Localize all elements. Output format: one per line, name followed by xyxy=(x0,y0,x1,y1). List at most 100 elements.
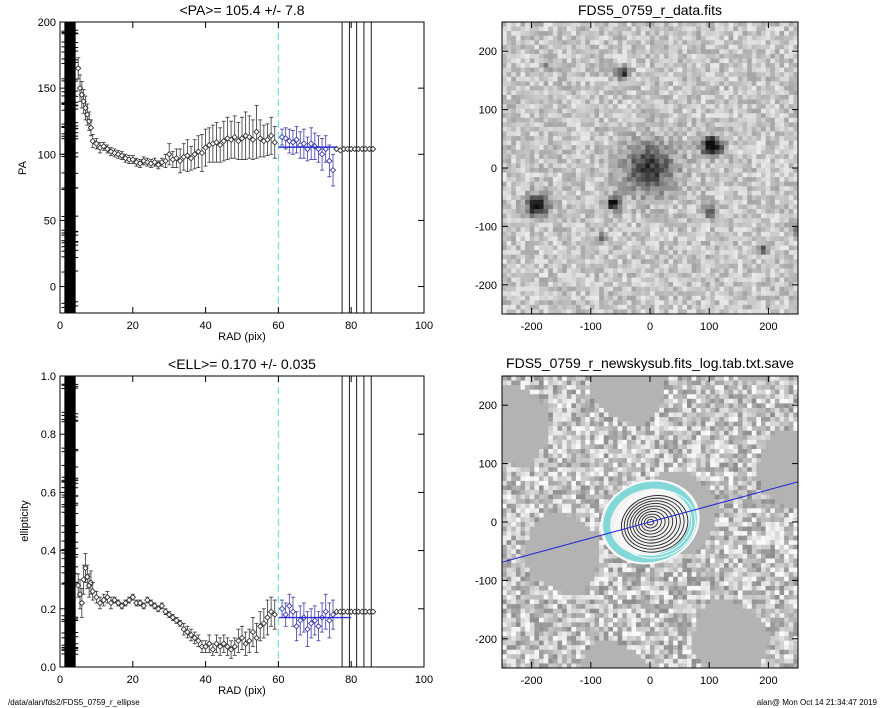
image-pixel xyxy=(687,282,692,287)
pa-point xyxy=(242,132,249,139)
image-pixel xyxy=(645,172,651,178)
image-pixel xyxy=(700,186,706,192)
image-pixel xyxy=(742,131,748,137)
image-pixel xyxy=(696,186,702,192)
image-pixel xyxy=(784,117,790,123)
image-pixel xyxy=(677,22,683,27)
image-pixel xyxy=(659,263,665,269)
image-pixel xyxy=(650,95,655,100)
pa-point xyxy=(187,155,195,162)
image-pixel xyxy=(571,199,577,205)
image-pixel xyxy=(682,35,688,41)
image-pixel xyxy=(589,209,595,214)
image-pixel xyxy=(636,300,642,306)
image-pixel xyxy=(543,31,549,36)
ell-inner-band-stroke xyxy=(61,618,79,621)
image-pixel xyxy=(525,154,531,160)
image-pixel xyxy=(770,113,776,119)
image-pixel xyxy=(626,85,632,91)
image-pixel xyxy=(733,53,739,59)
image-pixel xyxy=(608,117,614,123)
image-pixel xyxy=(566,85,572,91)
image-pixel xyxy=(761,53,766,59)
image-pixel xyxy=(645,149,651,155)
image-pixel xyxy=(626,63,632,68)
image-pixel xyxy=(622,53,628,59)
image-pixel xyxy=(761,172,766,178)
image-pixel xyxy=(710,145,716,151)
image-pixel xyxy=(506,250,512,255)
image-pixel xyxy=(793,263,798,269)
image-pixel xyxy=(502,35,507,41)
image-pixel xyxy=(774,300,780,306)
image-pixel xyxy=(770,154,776,160)
image-pixel xyxy=(603,241,609,246)
image-pixel xyxy=(724,40,729,46)
image-pixel xyxy=(566,300,572,306)
image-pixel xyxy=(608,254,614,260)
image-pixel xyxy=(770,108,776,114)
image-pixel xyxy=(539,218,544,224)
image-pixel xyxy=(696,72,702,78)
image-pixel xyxy=(774,172,780,178)
image-pixel xyxy=(571,227,577,233)
image-pixel xyxy=(608,131,614,137)
image-pixel xyxy=(543,40,549,46)
image-pixel xyxy=(506,172,512,178)
ell-point xyxy=(187,631,195,639)
image-pixel xyxy=(557,154,563,160)
image-pixel xyxy=(733,31,739,36)
image-pixel xyxy=(529,282,535,287)
image-pixel xyxy=(552,140,558,146)
image-pixel xyxy=(742,286,748,292)
image-pixel xyxy=(589,236,595,242)
image-pixel xyxy=(714,104,720,109)
image-pixel xyxy=(714,263,720,269)
image-pixel xyxy=(710,95,716,100)
image-pixel xyxy=(737,154,743,160)
image-pixel xyxy=(529,241,535,246)
image-pixel xyxy=(774,40,780,46)
image-pixel xyxy=(640,222,646,228)
image-pixel xyxy=(543,72,549,78)
image-pixel xyxy=(548,195,554,201)
image-pixel xyxy=(631,122,637,128)
image-pixel xyxy=(552,241,558,246)
image-pixel xyxy=(571,140,577,146)
image-pixel xyxy=(663,250,669,255)
image-pixel xyxy=(770,35,776,41)
image-pixel xyxy=(594,95,600,100)
image-pixel xyxy=(663,67,669,73)
image-pixel xyxy=(645,31,651,36)
image-pixel xyxy=(613,172,618,178)
image-pixel xyxy=(696,53,702,59)
image-pixel xyxy=(733,99,739,105)
image-pixel xyxy=(552,117,558,123)
image-pixel xyxy=(506,163,512,169)
image-pixel xyxy=(599,241,605,246)
image-pixel xyxy=(756,76,762,82)
image-pixel xyxy=(580,72,586,78)
image-pixel xyxy=(617,145,623,151)
image-pixel xyxy=(613,99,618,105)
image-pixel xyxy=(534,158,540,164)
image-pixel xyxy=(673,26,679,32)
image-pixel xyxy=(728,136,734,141)
image-pixel xyxy=(728,113,734,119)
image-pixel xyxy=(640,236,646,242)
image-pixel xyxy=(779,204,785,210)
image-pixel xyxy=(793,26,798,32)
pa-point xyxy=(224,135,231,142)
image-pixel xyxy=(529,81,535,87)
image-pixel xyxy=(525,163,531,169)
image-pixel xyxy=(774,309,780,314)
ell-ytick-label: 0.6 xyxy=(41,487,56,499)
ell-point xyxy=(180,625,187,633)
image-pixel xyxy=(626,81,632,87)
image-pixel xyxy=(645,250,651,255)
image-pixel xyxy=(770,204,776,210)
pa-point xyxy=(293,136,300,143)
image-pixel xyxy=(784,163,790,169)
pa-point xyxy=(220,137,228,145)
image-pixel xyxy=(552,99,558,105)
